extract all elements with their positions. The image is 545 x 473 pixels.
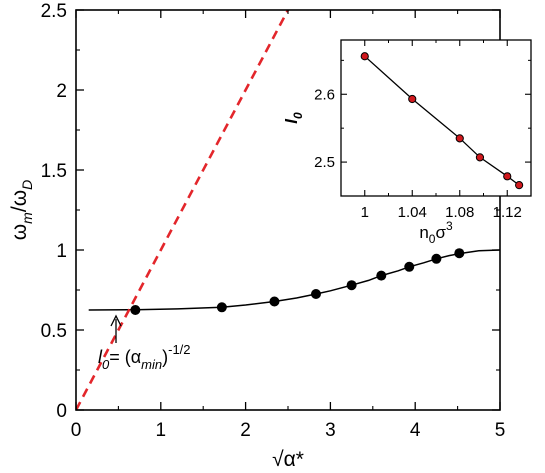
inset-data-point xyxy=(475,153,485,162)
inset-ticks: 1 1.04 1.08 1.12 2.5 2.6 xyxy=(314,40,531,221)
inset-series-layer xyxy=(360,52,524,190)
data-point xyxy=(269,296,280,307)
y-tick-label: 0 xyxy=(56,401,67,422)
inset-x-axis-title: n0σ3 xyxy=(419,219,453,246)
x-tick-label: 5 xyxy=(495,420,506,441)
y-tick-label: 1.5 xyxy=(41,161,67,182)
y-tick-label: 1 xyxy=(56,241,67,262)
data-point xyxy=(346,280,357,291)
x-tick-label: 0 xyxy=(71,420,82,441)
annotation-text: l0= (αmin)-1/2 xyxy=(98,342,191,372)
x-tick-label: 1 xyxy=(156,420,167,441)
svg-text:ωm/ωD: ωm/ωD xyxy=(8,180,35,240)
data-point xyxy=(216,302,227,313)
inset-y-axis-title: l0 xyxy=(282,112,305,124)
y-tick-label: 2 xyxy=(56,81,67,102)
inset-data-point xyxy=(515,181,524,190)
data-point xyxy=(310,289,321,299)
y-tick-label: 2.5 xyxy=(41,1,67,22)
data-point xyxy=(454,248,465,259)
inset-plot: 1 1.04 1.08 1.12 2.5 2.6 n0σ3 l0 xyxy=(282,39,532,246)
inset-data-point xyxy=(360,52,369,61)
main-y-axis-title: ωm/ωD xyxy=(8,180,35,240)
y-tick-label: 0.5 xyxy=(41,321,67,342)
data-point xyxy=(376,270,387,281)
x-tick-label: 2 xyxy=(240,420,251,441)
data-point xyxy=(130,305,141,315)
inset-x-tick-label: 1.08 xyxy=(445,204,474,221)
inset-data-point xyxy=(408,94,417,104)
x-tick-label: 4 xyxy=(410,420,421,441)
svg-text:l0: l0 xyxy=(282,112,305,124)
inset-x-tick-label: 1 xyxy=(361,204,369,221)
annotation-arrowhead-icon xyxy=(110,314,122,327)
data-point xyxy=(404,261,415,272)
inset-y-tick-label: 2.5 xyxy=(314,154,335,171)
inset-x-tick-label: 1.04 xyxy=(398,204,427,221)
main-x-axis-title: √α* xyxy=(272,448,304,471)
main-plot: 0 1 2 3 4 5 0 0.5 1 1.5 2 2.5 √α* ωm/ωD l0= (αmin)-… xyxy=(8,1,505,471)
annotation-l0: l0= (αmin)-1/2 xyxy=(98,314,191,372)
inset-data-point xyxy=(455,134,464,143)
inset-data-point xyxy=(503,172,512,181)
dashed-reference-line xyxy=(76,10,290,410)
data-point xyxy=(431,253,442,264)
inset-x-tick-label: 1.12 xyxy=(493,204,522,221)
main-ticks: 0 1 2 3 4 5 0 0.5 1 1.5 2 2.5 xyxy=(41,1,506,441)
inset-y-tick-label: 2.6 xyxy=(314,86,335,103)
x-tick-label: 3 xyxy=(325,420,336,441)
main-series-layer xyxy=(76,10,500,410)
